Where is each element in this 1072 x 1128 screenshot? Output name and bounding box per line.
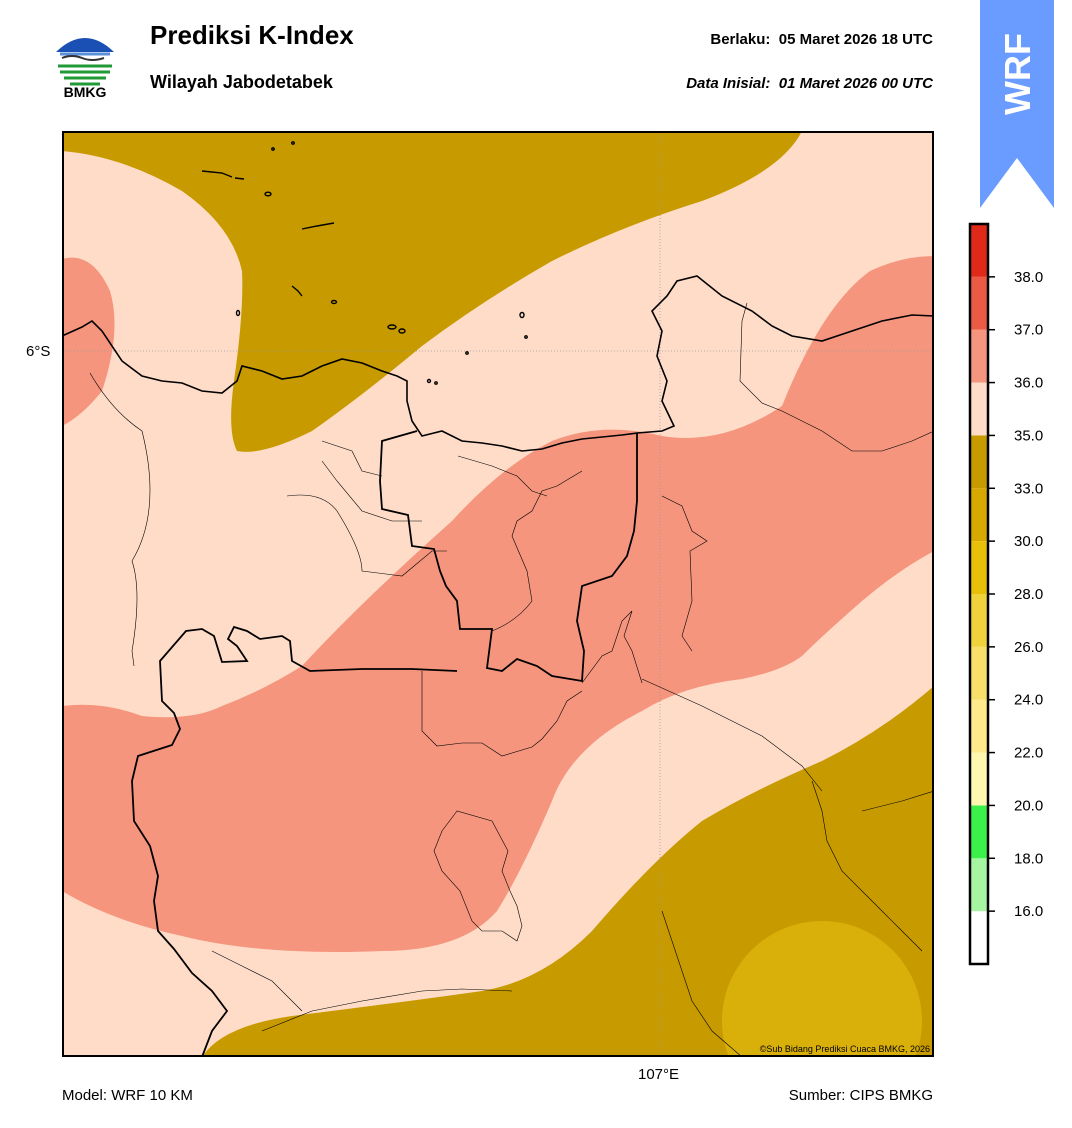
init-label: Data Inisial:	[686, 75, 771, 92]
java-coastline	[62, 275, 934, 452]
colorbar-segment	[970, 329, 988, 383]
colorbar-tick-label: 16.0	[1014, 903, 1043, 920]
colorbar-tick-label: 33.0	[1014, 480, 1043, 497]
map-frame	[62, 131, 934, 1057]
valid-value: 05 Maret 2026 18 UTC	[778, 31, 933, 48]
init-value: 01 Maret 2026 00 UTC	[778, 75, 933, 92]
colorbar-tick-label: 37.0	[1014, 322, 1043, 339]
district-boundaries	[89, 302, 934, 1057]
province-boundary-west	[131, 625, 458, 1057]
colorbar-tick-label: 28.0	[1014, 586, 1043, 603]
colorbar-tick-label: 30.0	[1014, 533, 1043, 550]
k-index-colorbar: 16.0 18.0 20.0 22.0 24.0 26.0 28.0 30.0 33.0 35.0…	[968, 222, 1043, 966]
colorbar-segment	[970, 541, 988, 594]
map-subtitle: Wilayah Jabodetabek	[150, 72, 333, 92]
kindex-zone-30-33	[722, 921, 922, 1057]
colorbar-tick-label: 24.0	[1014, 692, 1043, 709]
colorbar-segment	[970, 805, 988, 859]
colorbar-segment	[970, 382, 988, 436]
logo-text: BMKG	[63, 84, 107, 100]
valid-label: Berlaku:	[710, 31, 771, 48]
colorbar-tick-label: 26.0	[1014, 639, 1043, 656]
model-label: Model: WRF 10 KM	[62, 1087, 193, 1104]
colorbar-segment	[970, 594, 988, 647]
colorbar-segment	[970, 276, 988, 330]
init-time: Data Inisial: 01 Maret 2026 00 UTC	[686, 75, 933, 92]
colorbar-segment	[970, 646, 988, 700]
colorbar-segment	[970, 488, 988, 542]
kindex-zone-36-37-band	[62, 256, 934, 952]
colorbar-tick-label: 38.0	[1014, 269, 1043, 286]
latitude-label: 6°S	[26, 343, 51, 360]
k-index-map: ©Sub Bidang Prediksi Cuaca BMKG, 2026	[62, 131, 934, 1057]
wrf-badge-text: WRF	[997, 33, 1038, 115]
colorbar-tick-label: 35.0	[1014, 427, 1043, 444]
wrf-badge: WRF	[980, 0, 1054, 208]
map-title: Prediksi K-Index	[150, 20, 354, 50]
valid-time: Berlaku: 05 Maret 2026 18 UTC	[710, 31, 933, 48]
colorbar-segment	[970, 224, 988, 277]
thousand-islands	[201, 141, 528, 385]
colorbar-segment	[970, 752, 988, 806]
source-label: Sumber: CIPS BMKG	[788, 1087, 933, 1104]
longitude-label: 107°E	[638, 1066, 680, 1083]
colorbar-ticks: 16.0 18.0 20.0 22.0 24.0 26.0 28.0 30.0 33.0 35.0…	[988, 269, 1043, 920]
map-credit: ©Sub Bidang Prediksi Cuaca BMKG, 2026	[760, 1044, 930, 1054]
colorbar-tick-label: 20.0	[1014, 797, 1043, 814]
colorbar-segment	[970, 435, 988, 489]
colorbar-frame	[968, 222, 990, 966]
colorbar-segments	[970, 224, 988, 964]
province-boundary	[379, 430, 638, 683]
bmkg-logo	[55, 30, 115, 92]
colorbar-segment	[970, 699, 988, 753]
colorbar-tick-label: 36.0	[1014, 375, 1043, 392]
colorbar-segment	[970, 911, 988, 964]
colorbar-tick-label: 22.0	[1014, 745, 1043, 762]
kindex-zone-36-37-west	[62, 257, 115, 426]
kindex-zone-33-35-north	[62, 131, 802, 452]
colorbar-tick-label: 18.0	[1014, 850, 1043, 867]
colorbar-segment	[970, 858, 988, 912]
